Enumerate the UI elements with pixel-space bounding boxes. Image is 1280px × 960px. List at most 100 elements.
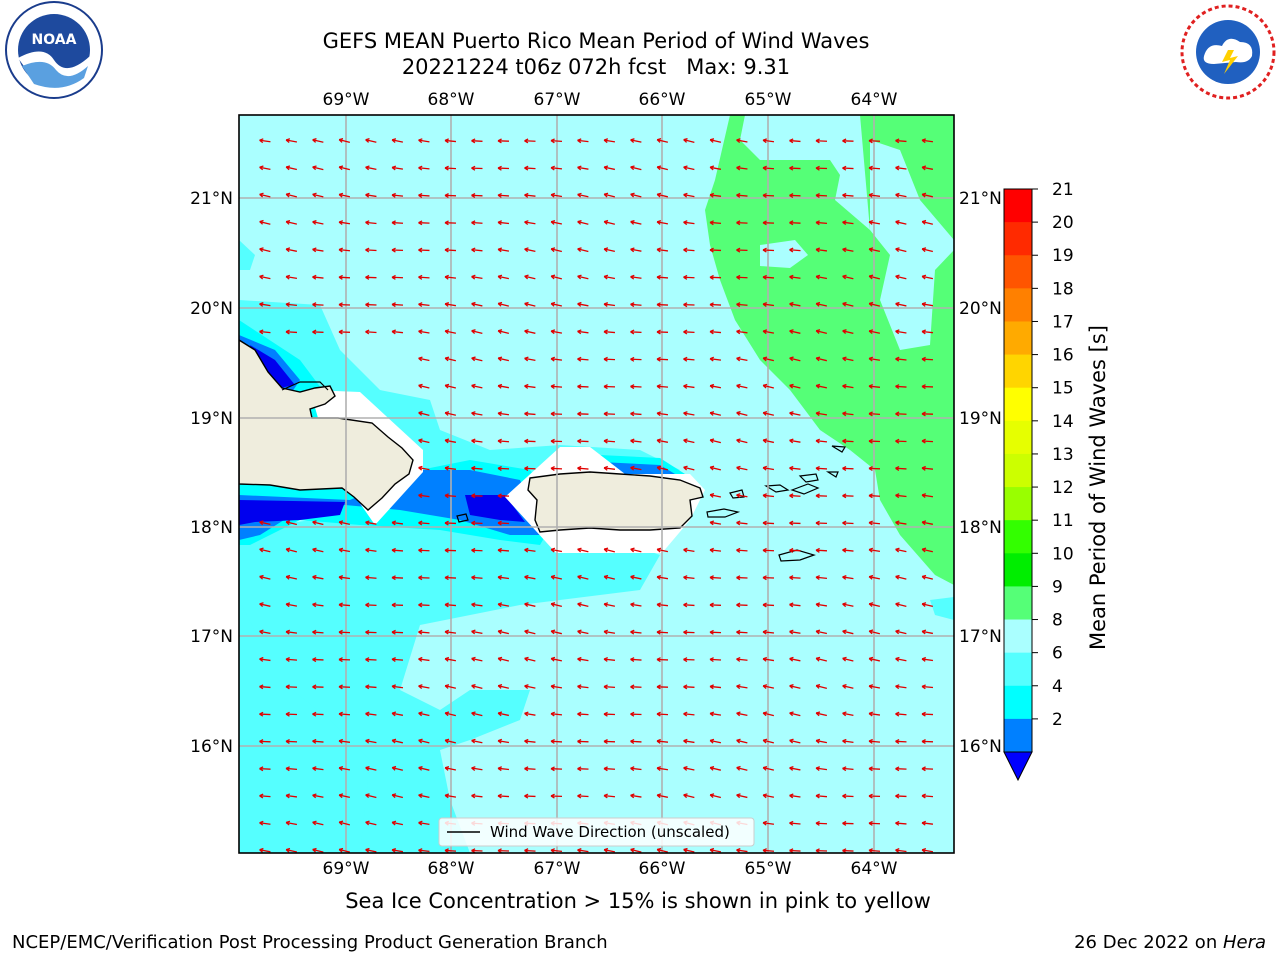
wind-wave-arrow <box>762 467 775 471</box>
wind-wave-arrowhead <box>312 520 317 526</box>
wind-wave-arrowhead <box>921 656 927 662</box>
wind-wave-arrow <box>418 412 430 416</box>
wind-wave-arrow <box>471 248 483 252</box>
wind-wave-arrowhead <box>285 274 291 280</box>
wind-wave-arrow <box>418 167 430 170</box>
wind-wave-arrow <box>603 658 616 661</box>
wind-wave-arrowhead <box>524 466 529 472</box>
wind-wave-arrow <box>709 494 722 498</box>
wind-wave-arrow <box>285 248 298 252</box>
wind-wave-arrow <box>497 412 510 416</box>
wind-wave-arrowhead <box>921 465 926 471</box>
wind-wave-arrow <box>524 657 536 662</box>
wind-wave-arrow <box>338 221 351 225</box>
wind-wave-arrow <box>603 603 616 607</box>
wind-wave-arrowhead <box>391 302 396 308</box>
wind-wave-arrowhead <box>630 302 635 308</box>
wind-wave-arrowhead <box>497 547 502 553</box>
wind-wave-arrow <box>338 576 351 580</box>
wind-wave-arrow <box>683 604 695 607</box>
wind-wave-arrow <box>418 194 430 197</box>
puerto-rico-land <box>527 471 704 533</box>
wind-wave-arrow <box>815 767 828 771</box>
wind-wave-arrowhead <box>338 847 344 853</box>
wind-wave-arrowhead <box>444 165 449 171</box>
wind-wave-arrow <box>338 740 351 743</box>
wind-wave-arrowhead <box>418 247 423 253</box>
wind-wave-arrow <box>603 413 616 415</box>
wind-wave-arrowhead <box>524 220 529 225</box>
wind-wave-arrowhead <box>789 629 794 635</box>
colorbar-band <box>1004 453 1032 488</box>
wind-wave-arrow <box>365 739 377 744</box>
wind-wave-arrow <box>445 384 456 389</box>
wind-wave-arrow <box>259 521 271 525</box>
wind-wave-arrowhead <box>868 247 874 253</box>
wind-wave-arrow <box>418 330 430 334</box>
wind-wave-arrowhead <box>471 165 476 171</box>
wind-wave-arrow <box>338 248 351 252</box>
wind-wave-arrow <box>603 303 616 307</box>
wind-wave-arrow <box>842 685 854 689</box>
colorbar-frame <box>1003 188 1033 753</box>
wind-wave-arrowhead <box>338 793 344 799</box>
wind-wave-arrow <box>285 575 298 580</box>
wind-wave-arrow <box>656 767 669 771</box>
wind-wave-arrow <box>498 657 509 662</box>
wind-wave-arrow <box>365 767 377 771</box>
wind-wave-arrowhead <box>444 220 449 226</box>
wind-wave-arrowhead <box>577 656 582 662</box>
wind-wave-arrow <box>524 603 536 607</box>
wind-wave-arrowhead <box>418 465 423 471</box>
wind-wave-arrowhead <box>497 356 503 362</box>
wind-wave-arrowhead <box>497 301 503 307</box>
wind-wave-arrowhead <box>418 274 423 280</box>
wind-wave-arrow <box>471 467 483 470</box>
wind-wave-arrowhead <box>497 493 502 499</box>
wind-wave-arrowhead <box>762 602 767 608</box>
title-line-1: GEFS MEAN Puerto Rico Mean Period of Win… <box>322 29 870 53</box>
wind-wave-arrow <box>630 548 642 553</box>
lat-label-left-19n: 19°N <box>190 409 233 429</box>
wind-wave-arrowhead <box>683 847 688 853</box>
wind-wave-arrowhead <box>815 274 821 280</box>
wind-wave-arrowhead <box>312 602 317 608</box>
wind-wave-arrow <box>630 139 642 143</box>
wind-wave-arrow <box>577 275 589 280</box>
wind-wave-arrowhead <box>444 711 450 717</box>
wind-wave-arrowhead <box>656 165 662 171</box>
wind-wave-arrowhead <box>444 738 450 744</box>
wind-wave-arrowhead <box>550 219 556 225</box>
wind-wave-arrowhead <box>603 547 609 553</box>
wind-wave-arrowhead <box>444 193 449 199</box>
wind-wave-arrow <box>391 739 404 744</box>
wind-wave-arrowhead <box>524 574 529 580</box>
wind-wave-arrow <box>312 713 324 716</box>
wind-wave-arrowhead <box>895 138 900 144</box>
wind-wave-arrow <box>842 275 854 280</box>
wind-wave-arrowhead <box>471 520 476 526</box>
wind-wave-arrowhead <box>815 301 821 307</box>
wind-wave-arrowhead <box>815 547 820 553</box>
wind-wave-arrow <box>418 712 430 717</box>
wind-wave-arrow <box>471 275 483 280</box>
wind-wave-arrow <box>550 385 563 388</box>
wind-wave-arrow <box>391 166 404 170</box>
wind-wave-arrow <box>577 358 589 361</box>
wind-wave-arrowhead <box>656 766 662 772</box>
footer-date: 26 Dec 2022 on Hera <box>1074 932 1266 953</box>
wind-wave-arrowhead <box>842 301 847 307</box>
wind-wave-arrowhead <box>285 192 291 198</box>
colorbar-band <box>1004 520 1032 554</box>
wind-wave-arrowhead <box>259 547 264 553</box>
wind-wave-arrow <box>444 467 457 470</box>
wind-wave-arrowhead <box>497 738 503 744</box>
wind-wave-arrow <box>259 822 271 825</box>
wind-wave-arrowhead <box>391 602 396 608</box>
wind-wave-arrowhead <box>683 383 688 389</box>
wind-wave-arrowhead <box>338 766 344 771</box>
wind-wave-arrow <box>524 767 536 770</box>
lon-label-bottom-65w: 65°W <box>745 859 792 879</box>
wind-wave-arrowhead <box>683 657 688 663</box>
wind-wave-arrowhead <box>736 329 741 335</box>
